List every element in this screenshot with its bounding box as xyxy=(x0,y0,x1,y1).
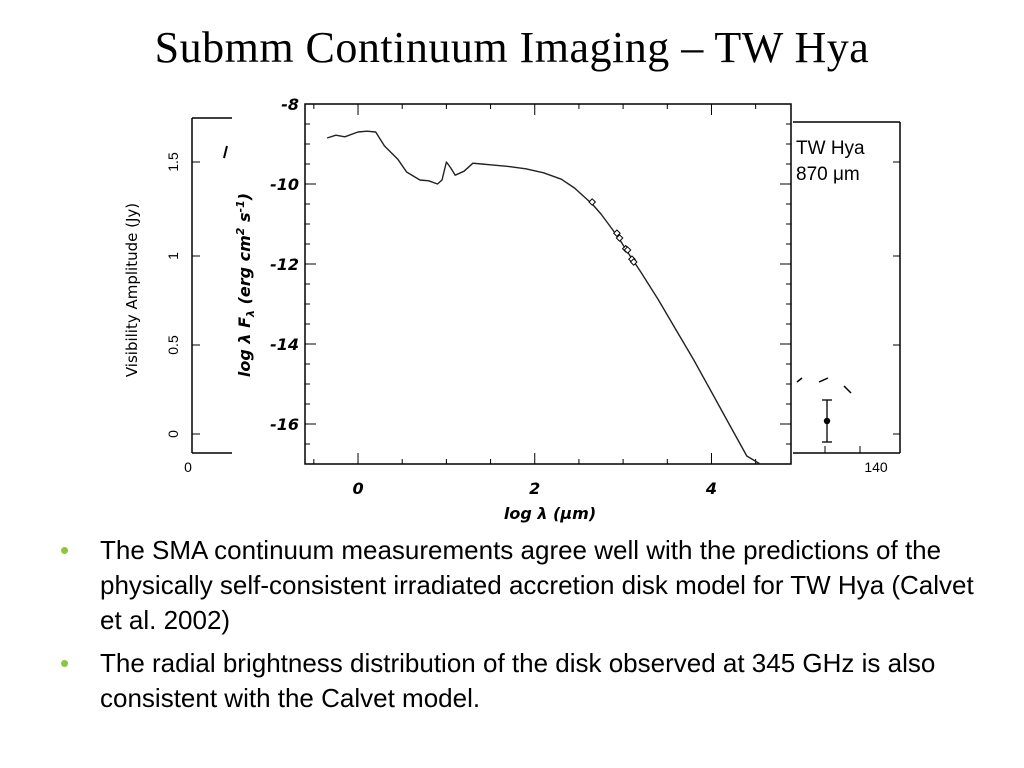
sed-panel-background xyxy=(232,100,793,528)
sed-ytick-label: -8 xyxy=(281,95,299,114)
slide-title: Submm Continuum Imaging – TW Hya xyxy=(154,23,870,72)
sed-xtick-label: 0 xyxy=(352,479,363,498)
sed-measurement-point xyxy=(613,229,621,238)
bullet-item: • The radial brightness distribution of … xyxy=(60,646,980,716)
visibility-chart: Visibility Amplitude (Jy) 1.5 1 0.5 0 0 xyxy=(123,117,901,475)
vis-mark-left xyxy=(223,145,228,159)
sed-yticks: -8 -10 -12 -14 -16 xyxy=(270,95,791,465)
sed-ytick-label: -16 xyxy=(270,415,299,434)
vis-ytick-label-1.5: 1.5 xyxy=(165,152,181,172)
vis-curve-fragment-2 xyxy=(818,377,829,383)
sed-ylabel: log λ Fλ (erg cm2 s-1) xyxy=(234,193,257,377)
sed-figure: Visibility Amplitude (Jy) 1.5 1 0.5 0 0 xyxy=(123,95,901,528)
sed-measurement-point xyxy=(623,246,632,254)
bullet-marker: • xyxy=(60,648,70,678)
sed-ytick-label: -14 xyxy=(270,335,299,354)
sed-xlabel: log λ (μm) xyxy=(504,504,596,523)
sed-measurement-point xyxy=(615,234,624,242)
vis-ytick-label-0.5: 0.5 xyxy=(165,335,181,355)
vis-ytick-1: 1 xyxy=(165,252,200,260)
sed-ytick-label: -10 xyxy=(270,175,299,194)
bullet-text: The SMA continuum measurements agree wel… xyxy=(100,535,974,635)
vis-ytick-label-0: 0 xyxy=(165,430,181,438)
sed-ytick-label: -12 xyxy=(270,255,299,274)
sed-measurement-point xyxy=(629,258,638,266)
sed-measurement-point xyxy=(588,198,597,206)
vis-ytick-label-1: 1 xyxy=(165,252,181,260)
sed-xtick-label: 4 xyxy=(705,479,717,498)
vis-ytick-1.5: 1.5 xyxy=(165,152,200,172)
vis-ytick-0.5: 0.5 xyxy=(165,335,200,355)
sed-series xyxy=(326,130,761,465)
vis-xtick-label-140: 140 xyxy=(864,459,888,475)
vis-ytick-0: 0 xyxy=(165,430,200,438)
bullet-item: • The SMA continuum measurements agree w… xyxy=(60,533,980,638)
bullet-marker: • xyxy=(60,535,70,565)
sed-model-curve xyxy=(326,130,761,465)
vis-ylabel: Visibility Amplitude (Jy) xyxy=(123,203,141,377)
sed-xtick-label: 2 xyxy=(529,479,540,498)
vis-legend-wavelength: 870 μm xyxy=(796,164,860,185)
bullet-list: • The SMA continuum measurements agree w… xyxy=(60,533,980,724)
sed-chart: log λ Fλ (erg cm2 s-1) log λ (μm) -8-10-… xyxy=(234,95,792,523)
vis-xtick-label-0: 0 xyxy=(184,459,192,475)
vis-curve-fragment-1 xyxy=(796,377,803,383)
vis-curve-fragment-3 xyxy=(843,385,852,394)
bullet-text: The radial brightness distribution of th… xyxy=(100,648,936,713)
vis-data-point xyxy=(822,399,832,443)
vis-legend-target: TW Hya xyxy=(796,138,865,159)
